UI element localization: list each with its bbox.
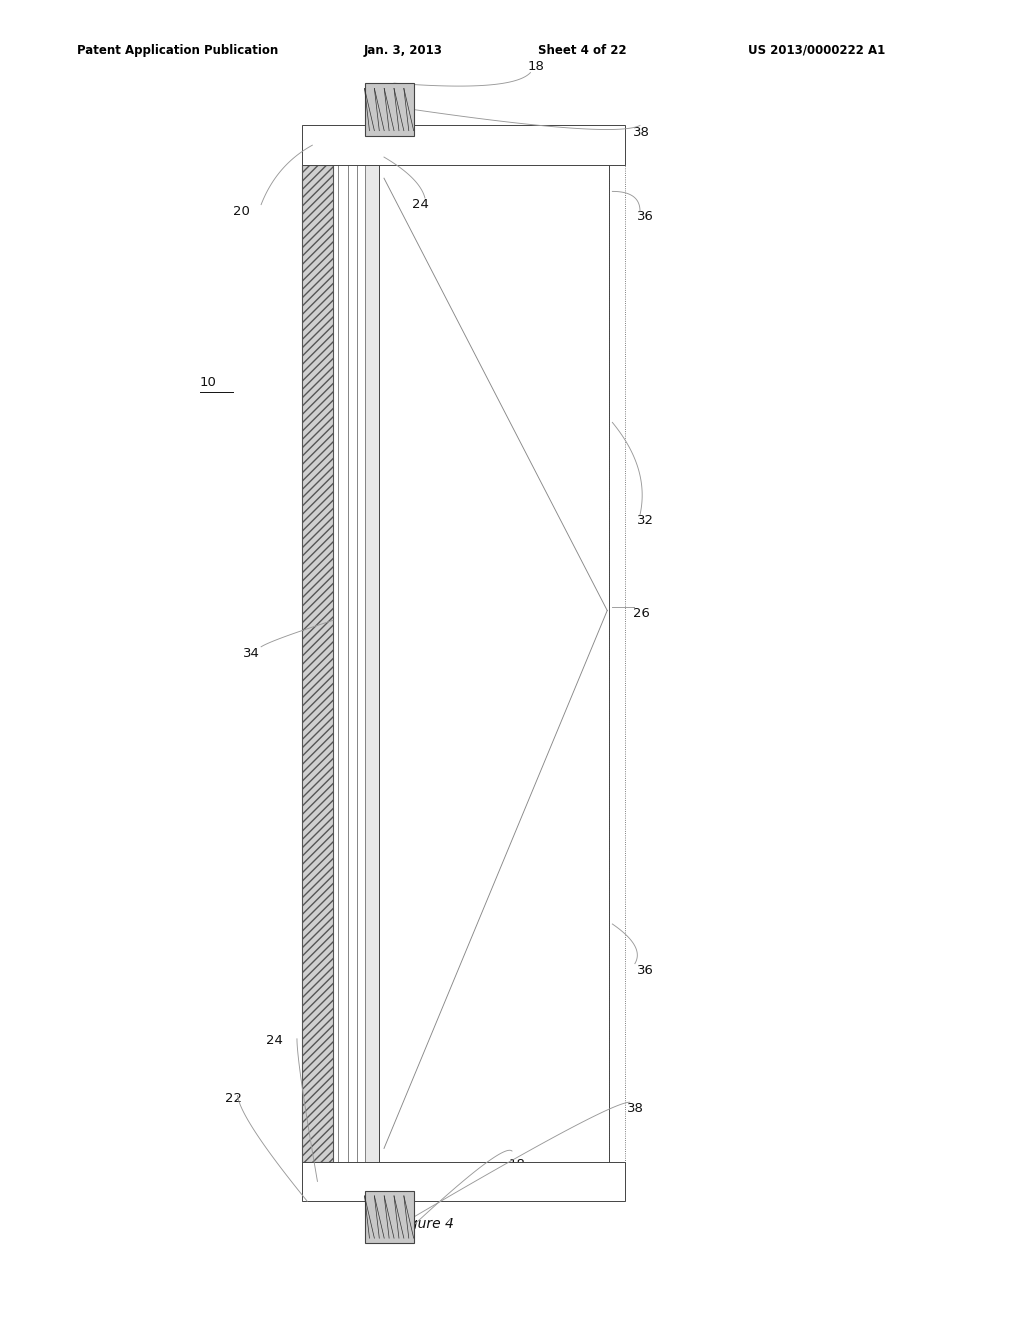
Text: Sheet 4 of 22: Sheet 4 of 22: [538, 44, 627, 57]
Text: 34: 34: [243, 647, 259, 660]
Bar: [609, 165, 625, 1162]
Text: 38: 38: [633, 125, 649, 139]
Text: Patent Application Publication: Patent Application Publication: [77, 44, 279, 57]
Text: 22: 22: [225, 1092, 243, 1105]
Text: 10: 10: [200, 376, 216, 389]
Text: US 2013/0000222 A1: US 2013/0000222 A1: [748, 44, 885, 57]
Bar: [302, 165, 333, 1162]
Text: Jan. 3, 2013: Jan. 3, 2013: [364, 44, 442, 57]
Bar: [365, 165, 379, 1162]
Text: 24: 24: [266, 1034, 283, 1047]
Bar: [302, 125, 625, 165]
Text: 32: 32: [637, 513, 654, 527]
Text: 36: 36: [637, 964, 653, 977]
Text: 20: 20: [233, 205, 250, 218]
Text: 18: 18: [527, 59, 544, 73]
Bar: [302, 1162, 625, 1201]
Text: Figure 4: Figure 4: [396, 1217, 454, 1230]
Text: 24: 24: [412, 198, 428, 211]
Text: 18: 18: [509, 1158, 525, 1171]
Text: 36: 36: [637, 210, 653, 223]
Text: 26: 26: [633, 607, 649, 620]
Text: 38: 38: [627, 1102, 643, 1115]
Bar: [365, 1191, 414, 1243]
Bar: [365, 83, 414, 136]
